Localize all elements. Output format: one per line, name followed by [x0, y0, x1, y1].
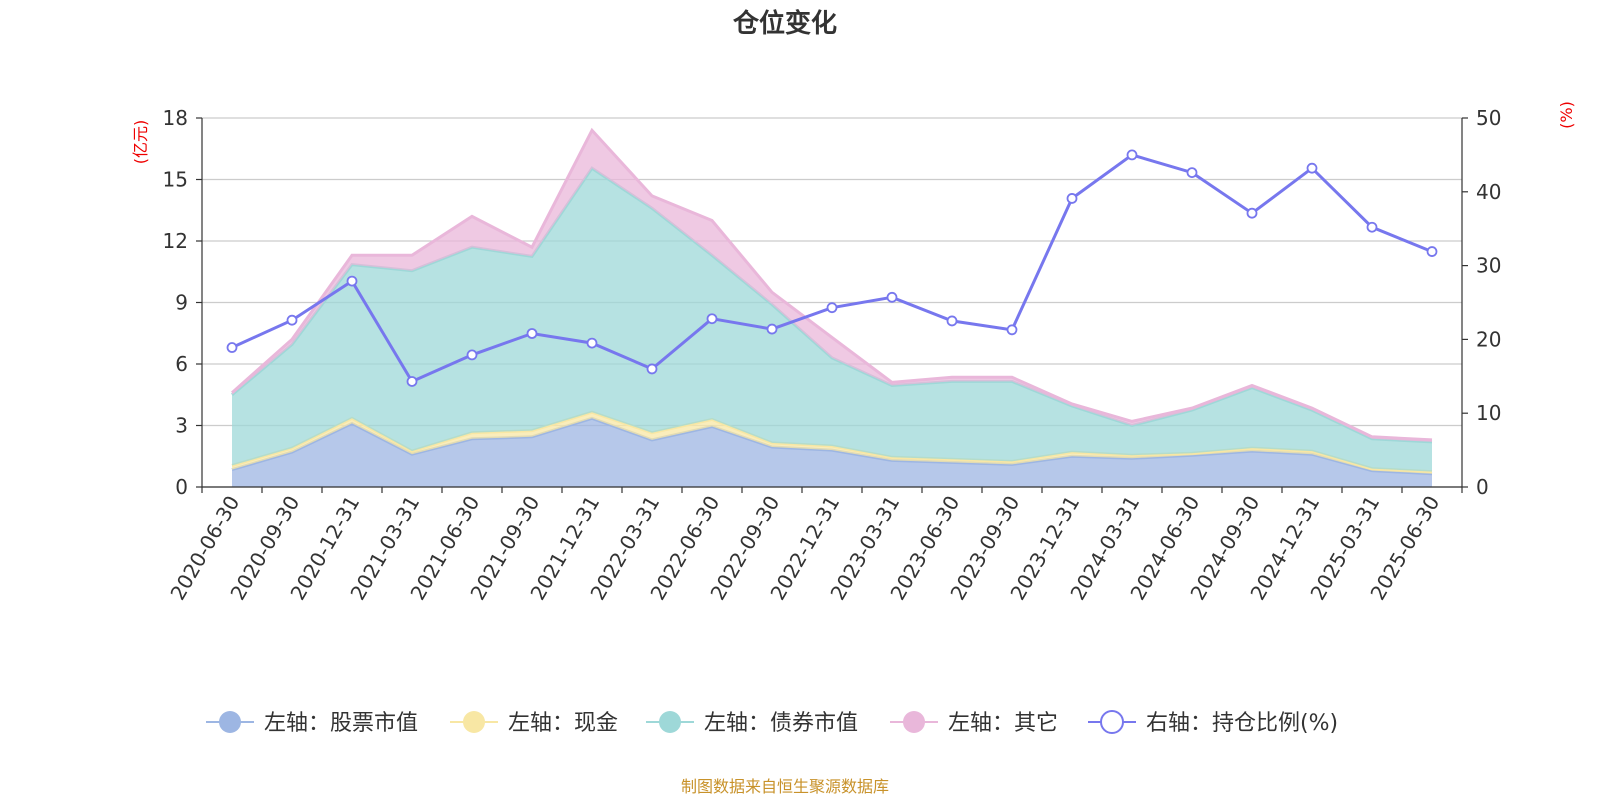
left-axis-tick-label: 6 [175, 352, 188, 376]
position-ratio-point[interactable] [646, 363, 658, 375]
right-axis-tick-label: 0 [1476, 475, 1489, 499]
position-ratio-point[interactable] [586, 337, 598, 349]
position-ratio-point[interactable] [1306, 162, 1318, 174]
right-axis-tick-label: 50 [1476, 106, 1501, 130]
right-axis-tick-label: 40 [1476, 180, 1501, 204]
left-axis-tick-label: 15 [163, 168, 188, 192]
position-ratio-point[interactable] [1246, 207, 1258, 219]
legend-item-0[interactable]: 左轴：股票市值 [206, 711, 418, 736]
position-ratio-point[interactable] [886, 291, 898, 303]
legend-marker [463, 711, 485, 733]
position-ratio-point[interactable] [1006, 324, 1018, 336]
position-ratio-point[interactable] [1066, 193, 1078, 204]
area-layer [231, 127, 1433, 487]
position-ratio-point[interactable] [1126, 149, 1138, 161]
position-ratio-point[interactable] [826, 302, 838, 314]
position-ratio-point[interactable] [466, 349, 478, 361]
position-ratio-point[interactable] [1366, 221, 1378, 233]
data-source-note: 制图数据来自恒生聚源数据库 [681, 777, 889, 796]
chart-title: 仓位变化 [732, 8, 837, 39]
legend-label: 右轴：持仓比例(%) [1146, 711, 1338, 736]
position-ratio-point[interactable] [286, 314, 298, 326]
area-series-0 [232, 418, 1432, 487]
legend-marker [1100, 710, 1124, 734]
position-ratio-point[interactable] [706, 313, 718, 325]
legend-marker [219, 711, 241, 733]
area-series-2 [232, 168, 1432, 472]
position-ratio-point[interactable] [1426, 246, 1438, 257]
right-axis-unit: (%) [1557, 101, 1576, 129]
legend-label: 左轴：其它 [948, 711, 1058, 736]
legend-item-3[interactable]: 左轴：其它 [890, 711, 1058, 736]
legend-marker [659, 711, 681, 733]
position-ratio-point[interactable] [1186, 167, 1198, 179]
position-ratio-point[interactable] [946, 315, 958, 327]
left-axis-tick-label: 3 [175, 414, 188, 438]
legend-label: 左轴：股票市值 [264, 711, 418, 736]
right-axis-tick-label: 20 [1476, 327, 1501, 351]
legend-marker [903, 711, 925, 733]
position-ratio-point[interactable] [766, 323, 778, 335]
area-series-edge-3 [231, 127, 1433, 442]
legend: 左轴：股票市值 左轴：现金 左轴：债券市值 左轴：其它 右轴：持仓比例(%) [206, 710, 1338, 736]
line-layer [226, 149, 1438, 387]
right-axis-tick-label: 10 [1476, 401, 1501, 425]
left-axis-tick-label: 0 [175, 475, 188, 499]
right-axis-tick-label: 30 [1476, 254, 1501, 278]
position-ratio-point[interactable] [346, 275, 358, 287]
legend-item-2[interactable]: 左轴：债券市值 [646, 711, 858, 736]
position-ratio-point[interactable] [226, 342, 238, 353]
position-ratio-point[interactable] [526, 328, 538, 339]
left-axis-unit: (亿元) [131, 120, 150, 165]
legend-item-4[interactable]: 右轴：持仓比例(%) [1088, 710, 1338, 736]
position-ratio-point[interactable] [406, 376, 418, 387]
left-axis-tick-label: 9 [175, 291, 188, 315]
legend-label: 左轴：现金 [508, 711, 618, 736]
legend-item-1[interactable]: 左轴：现金 [450, 711, 618, 736]
left-axis-tick-label: 18 [163, 106, 188, 130]
legend-label: 左轴：债券市值 [704, 711, 858, 736]
left-axis-tick-label: 12 [163, 229, 188, 253]
